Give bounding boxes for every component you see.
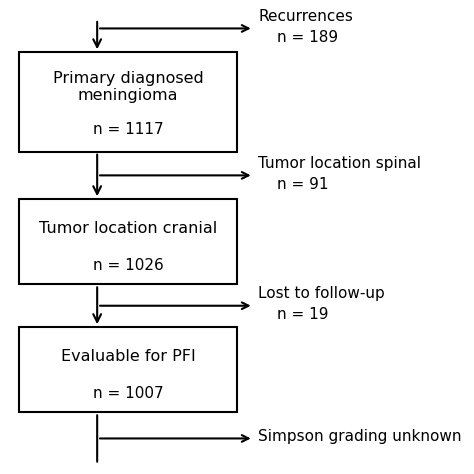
Text: n = 91: n = 91 bbox=[277, 177, 329, 192]
Text: Evaluable for PFI: Evaluable for PFI bbox=[61, 349, 195, 365]
Text: Recurrences: Recurrences bbox=[258, 9, 353, 24]
Text: Lost to follow-up: Lost to follow-up bbox=[258, 286, 385, 301]
Text: n = 1026: n = 1026 bbox=[92, 258, 164, 273]
Text: n = 1007: n = 1007 bbox=[93, 386, 163, 401]
Text: n = 189: n = 189 bbox=[277, 30, 338, 45]
FancyBboxPatch shape bbox=[19, 327, 237, 412]
Text: Tumor location cranial: Tumor location cranial bbox=[39, 221, 217, 237]
Text: Simpson grading unknown: Simpson grading unknown bbox=[258, 428, 462, 444]
Text: Primary diagnosed
meningioma: Primary diagnosed meningioma bbox=[53, 71, 203, 103]
Text: Tumor location spinal: Tumor location spinal bbox=[258, 155, 421, 171]
Text: n = 19: n = 19 bbox=[277, 307, 329, 322]
Text: n = 1117: n = 1117 bbox=[93, 122, 163, 137]
FancyBboxPatch shape bbox=[19, 199, 237, 284]
FancyBboxPatch shape bbox=[19, 52, 237, 152]
